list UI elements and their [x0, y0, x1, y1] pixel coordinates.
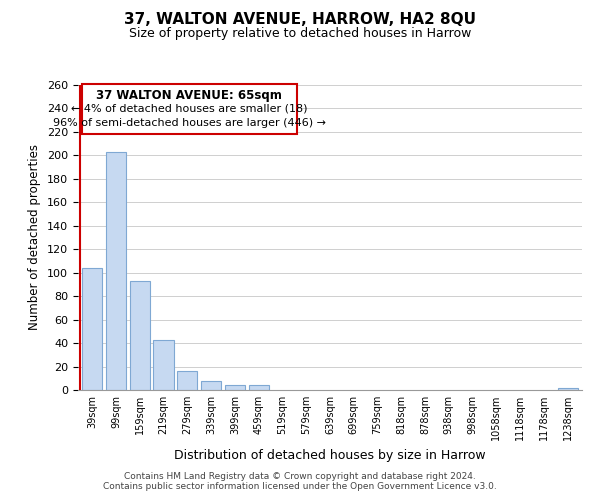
Text: 37 WALTON AVENUE: 65sqm: 37 WALTON AVENUE: 65sqm	[96, 88, 282, 102]
X-axis label: Distribution of detached houses by size in Harrow: Distribution of detached houses by size …	[174, 448, 486, 462]
Text: Contains public sector information licensed under the Open Government Licence v3: Contains public sector information licen…	[103, 482, 497, 491]
Bar	[106, 152, 126, 390]
Bar	[177, 371, 197, 390]
Text: Contains HM Land Registry data © Crown copyright and database right 2024.: Contains HM Land Registry data © Crown c…	[124, 472, 476, 481]
Bar	[557, 388, 578, 390]
Bar	[201, 380, 221, 390]
Bar	[248, 386, 269, 390]
Text: 96% of semi-detached houses are larger (446) →: 96% of semi-detached houses are larger (…	[53, 118, 326, 128]
Text: 37, WALTON AVENUE, HARROW, HA2 8QU: 37, WALTON AVENUE, HARROW, HA2 8QU	[124, 12, 476, 28]
Text: ← 4% of detached houses are smaller (18): ← 4% of detached houses are smaller (18)	[71, 104, 307, 114]
Bar	[154, 340, 173, 390]
Bar	[130, 281, 150, 390]
Bar	[225, 386, 245, 390]
Bar	[82, 84, 297, 134]
Bar	[82, 268, 103, 390]
Y-axis label: Number of detached properties: Number of detached properties	[28, 144, 41, 330]
Text: Size of property relative to detached houses in Harrow: Size of property relative to detached ho…	[129, 28, 471, 40]
